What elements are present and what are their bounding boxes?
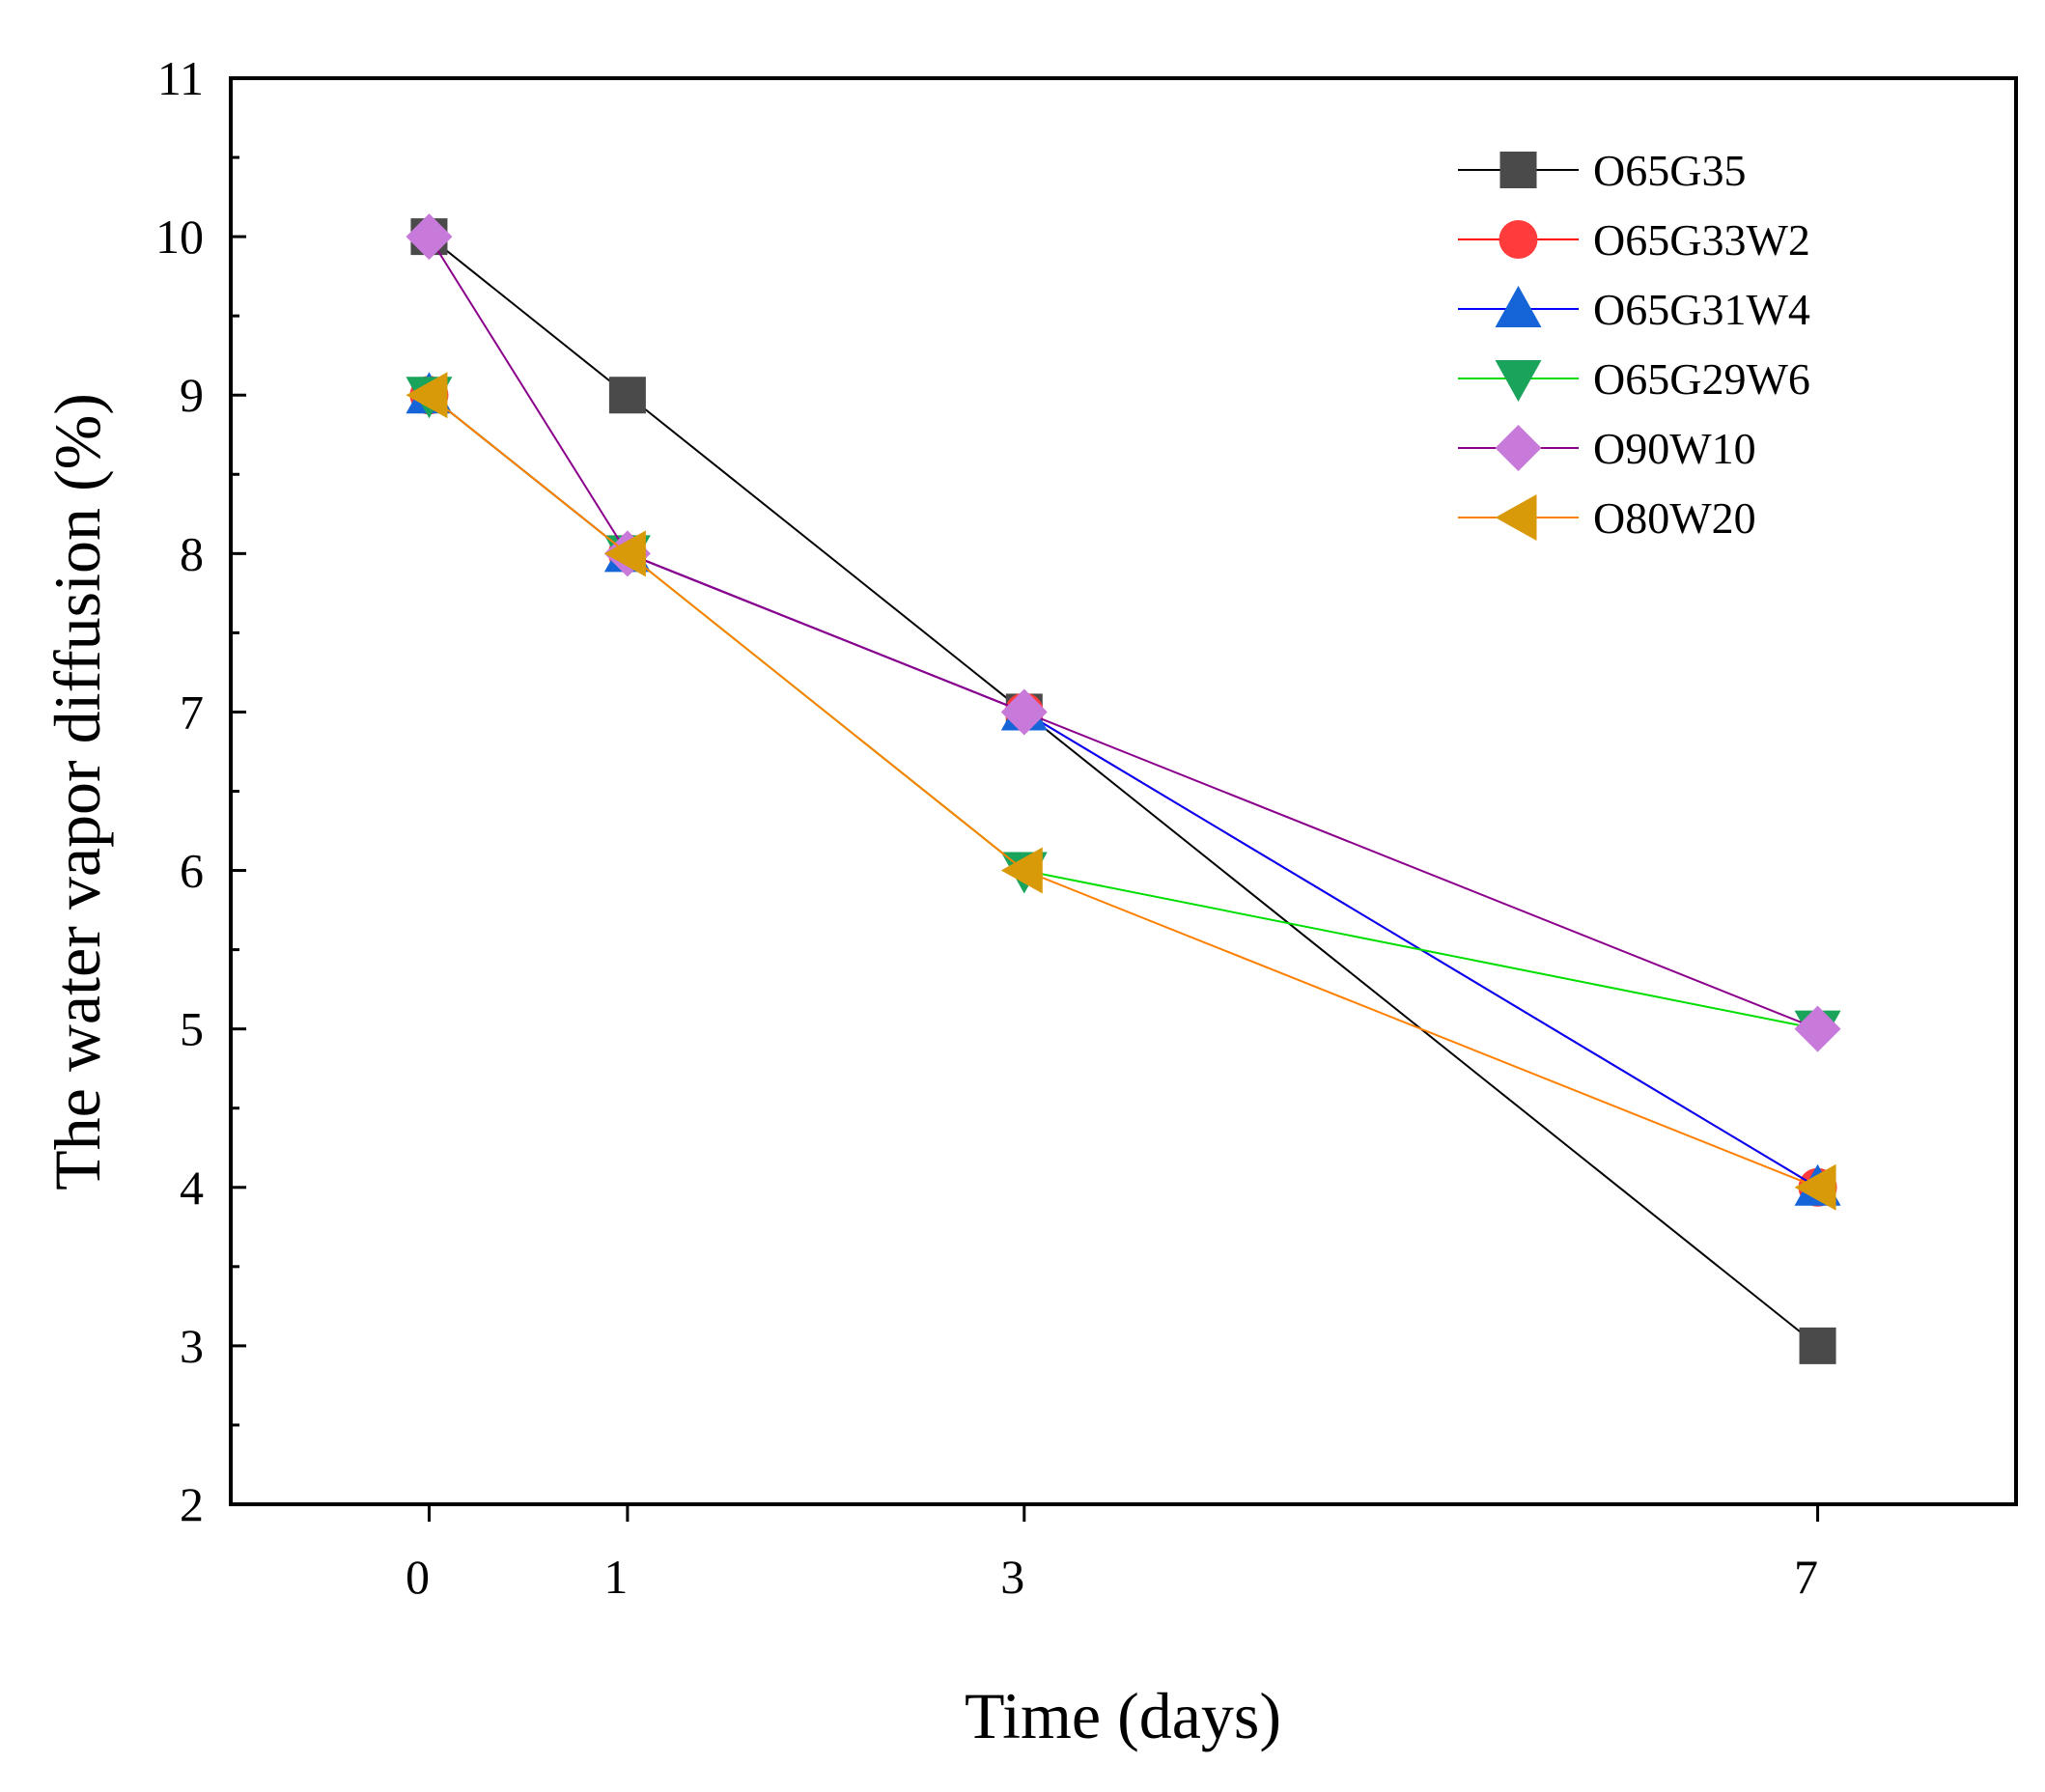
data-point (1794, 1163, 1836, 1211)
series-line (428, 394, 1818, 1189)
legend-label: O65G29W6 (1593, 354, 1810, 404)
y-axis-title: The water vapor diffusion (%) (41, 393, 114, 1190)
y-tick-label: 5 (180, 1002, 204, 1056)
x-axis-ticks: 0 1 3 7 (406, 1504, 1820, 1604)
legend-entry: O65G35 (1458, 146, 1746, 195)
y-tick-label: 2 (180, 1477, 204, 1531)
x-tick-label: 3 (1000, 1550, 1024, 1604)
x-tick-label: 7 (1794, 1550, 1818, 1604)
legend-entry: O65G31W4 (1458, 285, 1810, 334)
series-O90W10 (406, 213, 1841, 1052)
y-tick-label: 10 (155, 210, 204, 264)
data-point (406, 213, 453, 261)
data-point (1794, 1005, 1841, 1052)
data-point (603, 530, 646, 577)
series-line (428, 236, 1818, 1030)
data-point (406, 372, 448, 419)
legend-label: O65G33W2 (1593, 215, 1810, 265)
data-point (1000, 847, 1043, 894)
legend: O65G35 O65G33W2 O65G31W4 O65G29W6 O90W10 O80W… (1458, 146, 1810, 543)
series-O80W20 (406, 372, 1836, 1211)
y-tick-label: 6 (180, 844, 204, 898)
y-axis-ticks: 2 3 4 5 6 7 8 9 10 11 (155, 51, 246, 1531)
x-tick-label: 0 (406, 1550, 430, 1604)
series-line (428, 394, 1818, 1030)
legend-marker (1495, 494, 1537, 541)
y-tick-label: 3 (180, 1319, 204, 1373)
x-tick-label: 1 (603, 1550, 628, 1604)
legend-entry: O90W10 (1458, 424, 1756, 473)
legend-label: O80W20 (1593, 493, 1756, 543)
series-layer (406, 213, 1841, 1364)
y-tick-label: 8 (180, 526, 204, 580)
y-tick-label: 11 (157, 51, 204, 105)
legend-entry: O65G29W6 (1458, 354, 1810, 404)
y-tick-label: 7 (180, 685, 204, 739)
data-point (608, 377, 646, 414)
data-point (1799, 1327, 1836, 1364)
legend-label: O65G31W4 (1593, 285, 1810, 334)
series-O65G29W6 (406, 377, 1841, 1052)
legend-label: O65G35 (1593, 146, 1746, 195)
legend-marker (1495, 425, 1542, 471)
legend-entry: O80W20 (1458, 493, 1756, 543)
x-axis-title: Time (days) (965, 1679, 1281, 1752)
data-point (1000, 688, 1048, 736)
y-tick-label: 4 (180, 1161, 204, 1215)
y-tick-label: 9 (180, 368, 204, 422)
legend-entry: O65G33W2 (1458, 215, 1810, 265)
legend-marker (1495, 286, 1542, 327)
legend-marker (1499, 152, 1537, 188)
legend-marker (1495, 360, 1542, 402)
legend-label: O90W10 (1593, 424, 1756, 473)
legend-marker (1499, 220, 1538, 259)
